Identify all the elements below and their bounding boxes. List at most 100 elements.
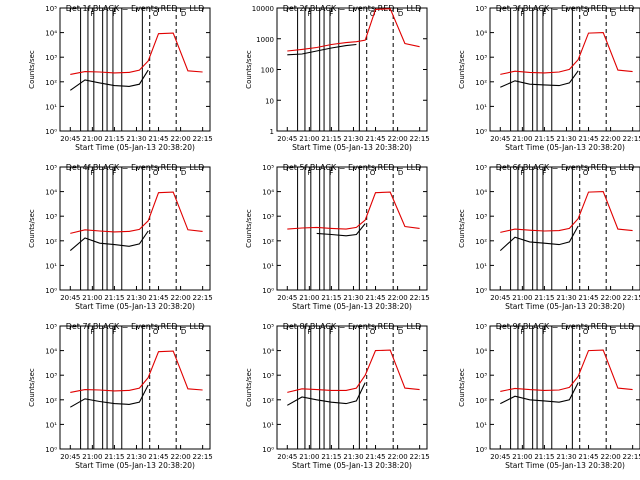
x-tick-label: 21:30 <box>556 294 576 302</box>
x-tick-label: 20:45 <box>490 135 510 143</box>
plot-frame <box>489 7 640 132</box>
x-tick-label: 21:15 <box>321 453 341 461</box>
panel-title: Det 8f BLACK = Events RED = LLD <box>283 322 422 331</box>
event-marker-label: O <box>583 169 589 177</box>
y-tick-label: 10⁵ <box>475 323 487 331</box>
y-tick-label: 10³ <box>262 372 274 380</box>
event-marker-label: F <box>520 10 524 18</box>
x-axis-label: Start Time (05-Jan-13 20:38:20) <box>75 302 195 311</box>
y-tick-label: 10¹ <box>262 262 274 270</box>
y-tick-label: 10⁵ <box>475 5 487 13</box>
x-tick-label: 21:15 <box>321 294 341 302</box>
y-tick-label: 10² <box>45 397 57 405</box>
detector-panel: Det 7f BLACK = Events RED = LLD 10⁰ 10¹ 10²… <box>28 322 213 470</box>
event-marker-label: F <box>90 328 94 336</box>
y-axis-label: Counts/sec <box>458 209 466 248</box>
x-tick-label: 20:45 <box>60 294 80 302</box>
x-tick-label: 21:30 <box>126 453 146 461</box>
events-series-line <box>69 230 149 252</box>
y-axis-label: Counts/sec <box>28 368 36 407</box>
plot-frame <box>276 7 428 132</box>
y-axis-label: Counts/sec <box>458 368 466 407</box>
event-marker-label: F <box>542 10 546 18</box>
y-tick-label: 10⁰ <box>262 287 274 295</box>
detector-panel: Det 3f BLACK = Events RED = LLD 10⁰ 10¹ 10²… <box>458 4 640 152</box>
events-series-line <box>287 382 366 406</box>
x-axis-label: Start Time (05-Jan-13 20:38:20) <box>292 302 412 311</box>
event-marker-label: O <box>583 10 589 18</box>
y-tick-label: 10² <box>45 79 57 87</box>
x-tick-label: 20:45 <box>490 294 510 302</box>
event-marker-label: F <box>542 169 546 177</box>
y-tick-label: 10¹ <box>262 421 274 429</box>
event-marker-label: F <box>307 328 311 336</box>
x-tick-label: 21:45 <box>148 294 168 302</box>
detector-panel: Det 5f BLACK = Events RED = LLD 10⁰ 10¹ 10²… <box>245 163 430 311</box>
events-series-line <box>500 70 579 88</box>
panel-title: Det 1f BLACK = Events RED = LLD <box>66 4 205 13</box>
event-marker-label: F <box>112 10 116 18</box>
x-tick-label: 21:15 <box>321 135 341 143</box>
events-series-line <box>70 384 149 408</box>
x-tick-label: 22:15 <box>193 453 213 461</box>
plot-frame <box>59 325 211 450</box>
panel-title: Det 4f BLACK = Events RED = LLD <box>66 163 205 172</box>
detector-panel: Det 4f BLACK = Events RED = LLD 10⁰ 10¹ 10²… <box>28 163 213 311</box>
event-marker-label: F <box>542 328 546 336</box>
x-tick-label: 22:00 <box>170 294 190 302</box>
event-marker-label: F <box>90 10 94 18</box>
plot-frame <box>59 7 211 132</box>
x-tick-label: 21:45 <box>365 135 385 143</box>
events-series-line <box>316 223 366 237</box>
y-tick-label: 10³ <box>45 213 57 221</box>
event-marker-label: D <box>398 328 403 336</box>
lld-series-line <box>287 349 420 393</box>
y-tick-label: 10⁰ <box>475 287 487 295</box>
x-tick-label: 21:45 <box>148 135 168 143</box>
x-tick-label: 21:30 <box>126 294 146 302</box>
event-marker-label: F <box>307 10 311 18</box>
x-tick-label: 22:00 <box>170 135 190 143</box>
lld-series-line <box>287 191 420 230</box>
x-tick-label: 20:45 <box>277 453 297 461</box>
events-series-line <box>500 382 579 405</box>
detector-panel: Det 8f BLACK = Events RED = LLD 10⁰ 10¹ 10²… <box>245 322 430 470</box>
y-tick-label: 10¹ <box>45 262 57 270</box>
event-marker-label: O <box>153 10 159 18</box>
event-marker-label: F <box>329 328 333 336</box>
events-series-line <box>69 69 149 91</box>
x-tick-label: 21:45 <box>578 294 598 302</box>
event-marker-label: F <box>307 169 311 177</box>
x-tick-label: 22:15 <box>623 135 640 143</box>
detector-panel: Det 6f BLACK = Events RED = LLD 10⁰ 10¹ 10²… <box>458 163 640 311</box>
y-axis-label: Counts/sec <box>28 209 36 248</box>
x-tick-label: 22:15 <box>410 453 430 461</box>
y-tick-label: 10³ <box>475 372 487 380</box>
y-tick-label: 10⁵ <box>475 164 487 172</box>
x-tick-label: 21:00 <box>512 135 532 143</box>
y-tick-label: 10⁴ <box>45 348 57 356</box>
y-tick-label: 100 <box>261 67 274 75</box>
plot-frame <box>489 166 640 291</box>
x-tick-label: 21:45 <box>148 453 168 461</box>
x-tick-label: 22:15 <box>410 294 430 302</box>
x-tick-label: 21:00 <box>512 453 532 461</box>
x-tick-label: 21:45 <box>365 453 385 461</box>
x-tick-label: 21:00 <box>299 453 319 461</box>
y-tick-label: 10⁵ <box>45 323 57 331</box>
y-tick-label: 10⁴ <box>475 30 487 38</box>
event-marker-label: O <box>153 169 159 177</box>
y-axis-label: Counts/sec <box>458 50 466 89</box>
x-tick-label: 20:45 <box>277 135 297 143</box>
y-tick-label: 10⁰ <box>475 446 487 454</box>
y-tick-label: 10² <box>475 79 487 87</box>
event-marker-label: D <box>611 328 616 336</box>
detector-panel: Det 1f BLACK = Events RED = LLD 10⁰ 10¹ 10²… <box>28 4 213 152</box>
plot-frame <box>489 325 640 450</box>
y-tick-label: 10⁰ <box>262 446 274 454</box>
lld-series-line <box>500 349 633 392</box>
panel-title: Det 3f BLACK = Events RED = LLD <box>496 4 635 13</box>
panel-title: Det 7f BLACK = Events RED = LLD <box>66 322 205 331</box>
y-tick-label: 10⁰ <box>45 446 57 454</box>
x-tick-label: 21:00 <box>82 294 102 302</box>
